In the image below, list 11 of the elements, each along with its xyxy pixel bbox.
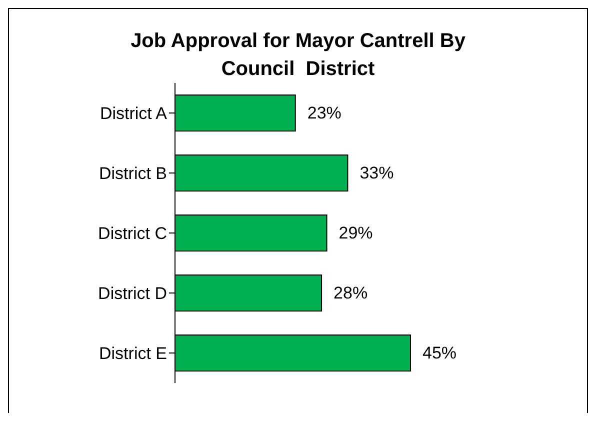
- y-tick-label: District A: [100, 104, 168, 124]
- y-tick-label: District D: [98, 284, 167, 304]
- y-tick-label: District C: [98, 224, 167, 244]
- data-label: 29%: [338, 224, 373, 242]
- data-label: 45%: [422, 344, 457, 362]
- data-label: 28%: [334, 284, 368, 302]
- data-label: 23%: [307, 104, 342, 122]
- data-label: 33%: [360, 164, 394, 182]
- chart-title: Job Approval for Mayor Cantrell By Council District: [130, 29, 466, 82]
- y-tick-label: District E: [99, 344, 167, 364]
- y-tick-label: District B: [99, 164, 167, 184]
